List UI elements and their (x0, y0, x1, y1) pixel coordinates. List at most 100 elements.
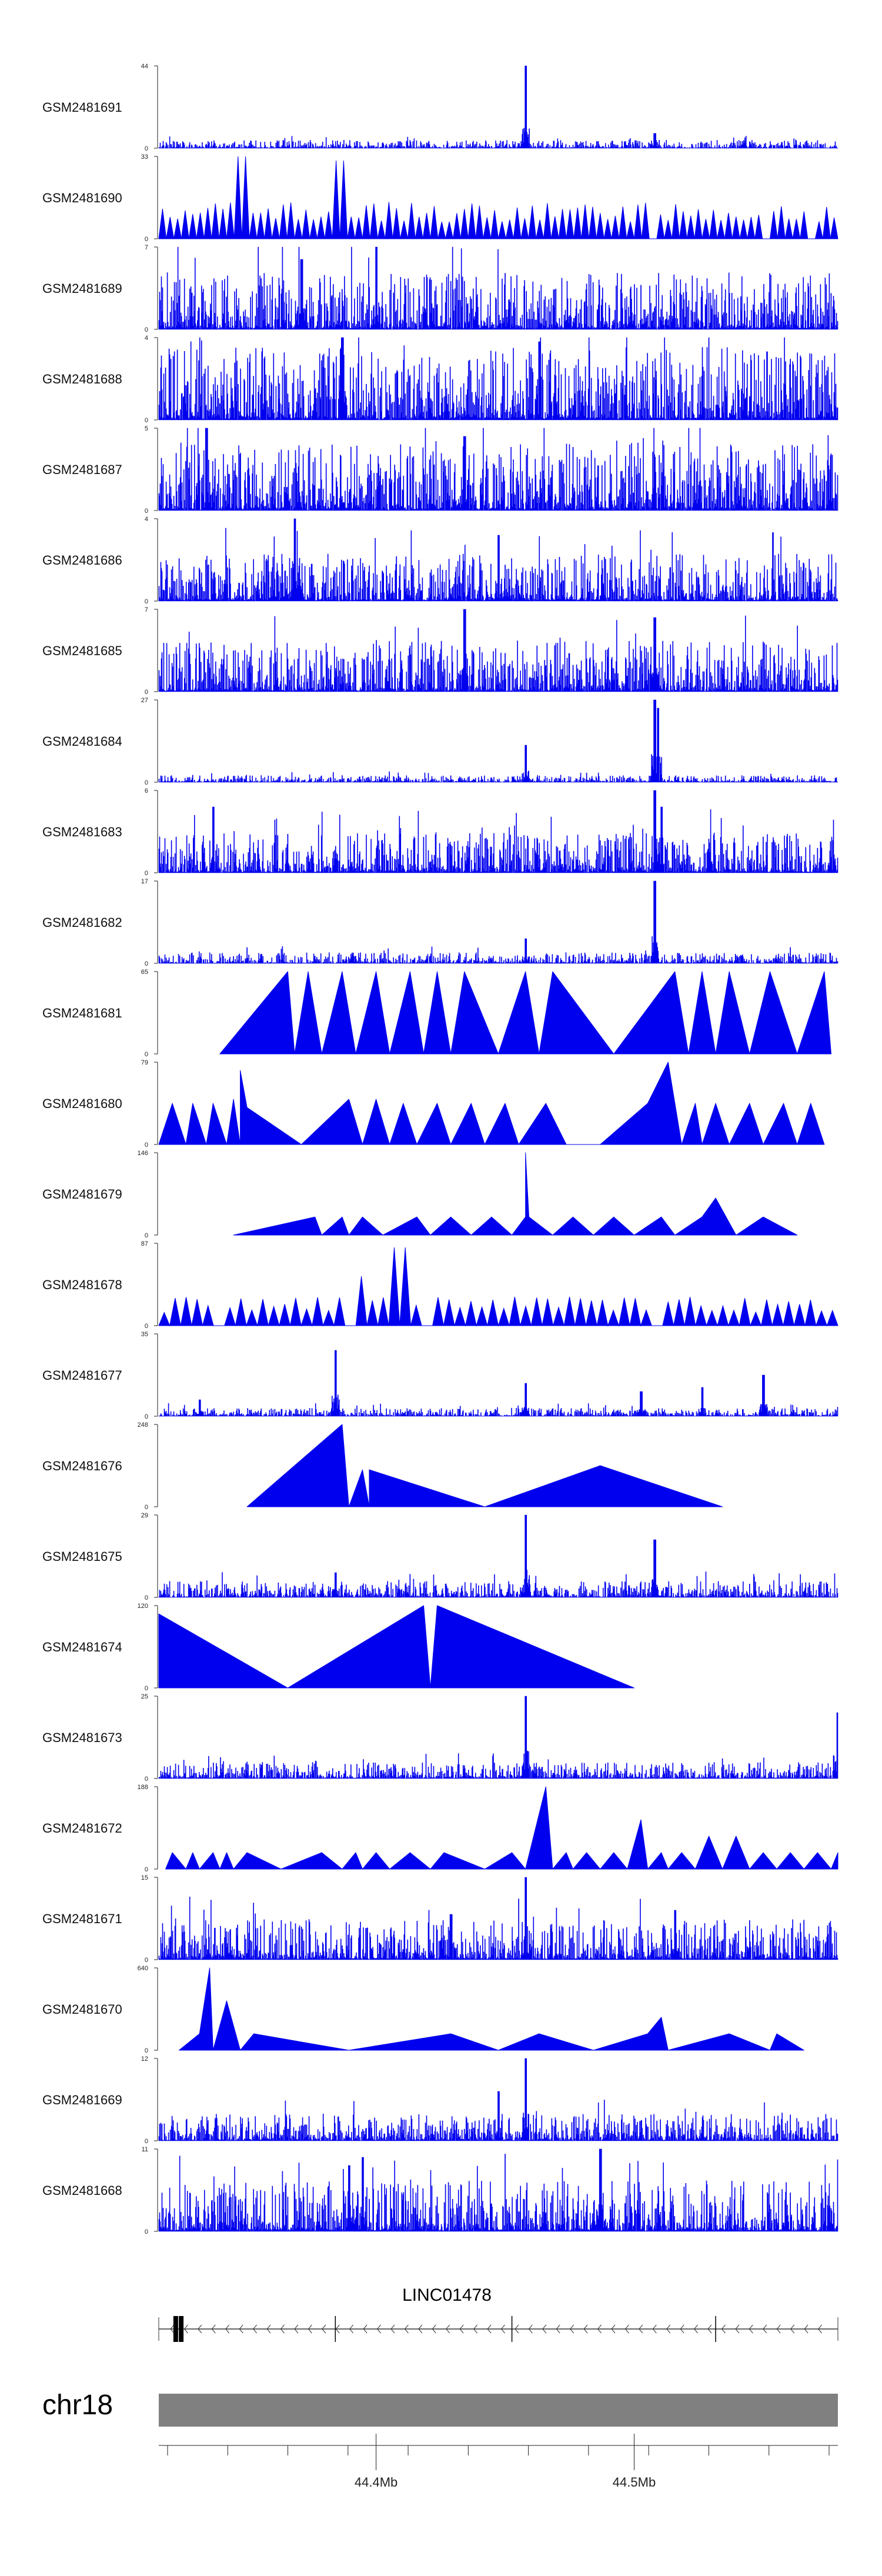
track-label: GSM2481682 (42, 915, 122, 930)
signal-area (158, 790, 838, 873)
strand-arrow (266, 2324, 271, 2334)
strand-arrow (556, 2324, 560, 2334)
y-max-label: 11 (142, 2146, 148, 2153)
y-min-label: 0 (145, 326, 148, 333)
signal-area (246, 1424, 723, 1507)
track-label: GSM2481683 (42, 825, 122, 839)
exon (173, 2316, 178, 2342)
y-min-label: 0 (145, 236, 148, 243)
track-GSM2481683: GSM2481683 6 0 (42, 788, 838, 877)
y-max-label: 640 (138, 1965, 148, 1972)
y-min-label: 0 (145, 1051, 148, 1058)
signal-area (158, 1247, 838, 1327)
track-GSM2481679: GSM2481679 146 0 (42, 1150, 798, 1239)
y-max-label: 44 (141, 63, 148, 70)
strand-arrow (652, 2324, 657, 2334)
y-max-label: 17 (141, 878, 148, 885)
track-label: GSM2481673 (42, 1730, 122, 1745)
track-GSM2481673: GSM2481673 25 0 (42, 1693, 838, 1783)
signal-area (179, 1967, 804, 2051)
y-max-label: 4 (145, 516, 148, 523)
x-tick-label: 44.5Mb (613, 2475, 656, 2490)
strand-arrow (680, 2324, 684, 2334)
chromosome-label: chr18 (42, 2390, 113, 2421)
signal-area (158, 1605, 634, 1689)
track-GSM2481684: GSM2481684 27 0 (42, 697, 838, 786)
signal-area (165, 1786, 838, 1870)
signal-area (219, 971, 831, 1055)
strand-arrow (390, 2324, 395, 2334)
signal-area (158, 699, 838, 783)
y-min-label: 0 (145, 2138, 148, 2145)
track-label: GSM2481680 (42, 1096, 122, 1111)
strand-arrow (418, 2324, 423, 2334)
track-label: GSM2481678 (42, 1277, 122, 1292)
track-label: GSM2481686 (42, 553, 122, 568)
signal-area (158, 65, 838, 149)
signal-area (158, 1877, 838, 1960)
track-label: GSM2481676 (42, 1459, 122, 1473)
track-label: GSM2481685 (42, 643, 122, 658)
track-GSM2481687: GSM2481687 5 0 (42, 425, 838, 515)
strand-arrow (335, 2324, 340, 2334)
track-label: GSM2481674 (42, 1640, 122, 1654)
strand-arrow (528, 2324, 533, 2334)
track-label: GSM2481679 (42, 1187, 122, 1202)
strand-arrow (749, 2324, 753, 2334)
track-GSM2481672: GSM2481672 188 0 (42, 1784, 838, 1873)
track-label: GSM2481671 (42, 1911, 122, 1926)
strand-arrow (294, 2324, 299, 2334)
y-max-label: 7 (145, 244, 148, 251)
y-max-label: 25 (141, 1693, 148, 1700)
y-min-label: 0 (145, 1685, 148, 1692)
strand-arrow (376, 2324, 381, 2334)
y-max-label: 6 (145, 788, 148, 795)
y-max-label: 248 (138, 1422, 148, 1429)
y-max-label: 5 (145, 425, 148, 432)
track-GSM2481690: GSM2481690 33 0 (42, 154, 838, 243)
signal-area (158, 518, 838, 602)
track-label: GSM2481684 (42, 734, 122, 749)
track-GSM2481682: GSM2481682 17 0 (42, 878, 838, 967)
track-GSM2481685: GSM2481685 7 0 (42, 606, 838, 696)
track-GSM2481669: GSM2481669 12 0 (42, 2056, 838, 2145)
track-GSM2481681: GSM2481681 65 0 (42, 969, 831, 1058)
track-label: GSM2481675 (42, 1549, 122, 1564)
strand-arrow (817, 2324, 822, 2334)
y-min-label: 0 (145, 1232, 148, 1239)
y-max-label: 7 (145, 606, 148, 613)
y-min-label: 0 (145, 2228, 148, 2235)
strand-arrow (721, 2324, 726, 2334)
strand-arrow (624, 2324, 629, 2334)
strand-arrow (500, 2324, 505, 2334)
chromosome-track: chr18 44.4Mb 44.5Mb (42, 2390, 838, 2490)
signal-area (158, 1062, 825, 1145)
y-min-label: 0 (145, 689, 148, 696)
signal-area (158, 880, 838, 964)
track-label: GSM2481690 (42, 191, 122, 205)
x-tick-label: 44.4Mb (355, 2475, 397, 2490)
track-GSM2481691: GSM2481691 44 0 (42, 63, 838, 152)
track-label: GSM2481677 (42, 1368, 122, 1383)
strand-arrow (514, 2324, 519, 2334)
signal-area (158, 609, 838, 692)
strand-arrow (170, 2324, 175, 2334)
signal-area (158, 1350, 838, 1417)
track-GSM2481671: GSM2481671 15 0 (42, 1874, 838, 1964)
track-label: GSM2481681 (42, 1006, 122, 1020)
signal-area (158, 337, 838, 421)
y-max-label: 35 (141, 1331, 148, 1338)
y-min-label: 0 (145, 1866, 148, 1873)
y-min-label: 0 (145, 1504, 148, 1511)
strand-arrow (693, 2324, 699, 2334)
gene-label: LINC01478 (402, 2285, 492, 2305)
track-GSM2481678: GSM2481678 87 0 (42, 1240, 838, 1330)
track-label: GSM2481687 (42, 462, 122, 477)
y-min-label: 0 (145, 870, 148, 877)
track-label: GSM2481669 (42, 2093, 122, 2107)
chromosome-bar (159, 2394, 838, 2427)
track-GSM2481688: GSM2481688 4 0 (42, 335, 838, 424)
strand-arrow (487, 2324, 492, 2334)
track-GSM2481668: GSM2481668 11 0 (42, 2146, 838, 2235)
